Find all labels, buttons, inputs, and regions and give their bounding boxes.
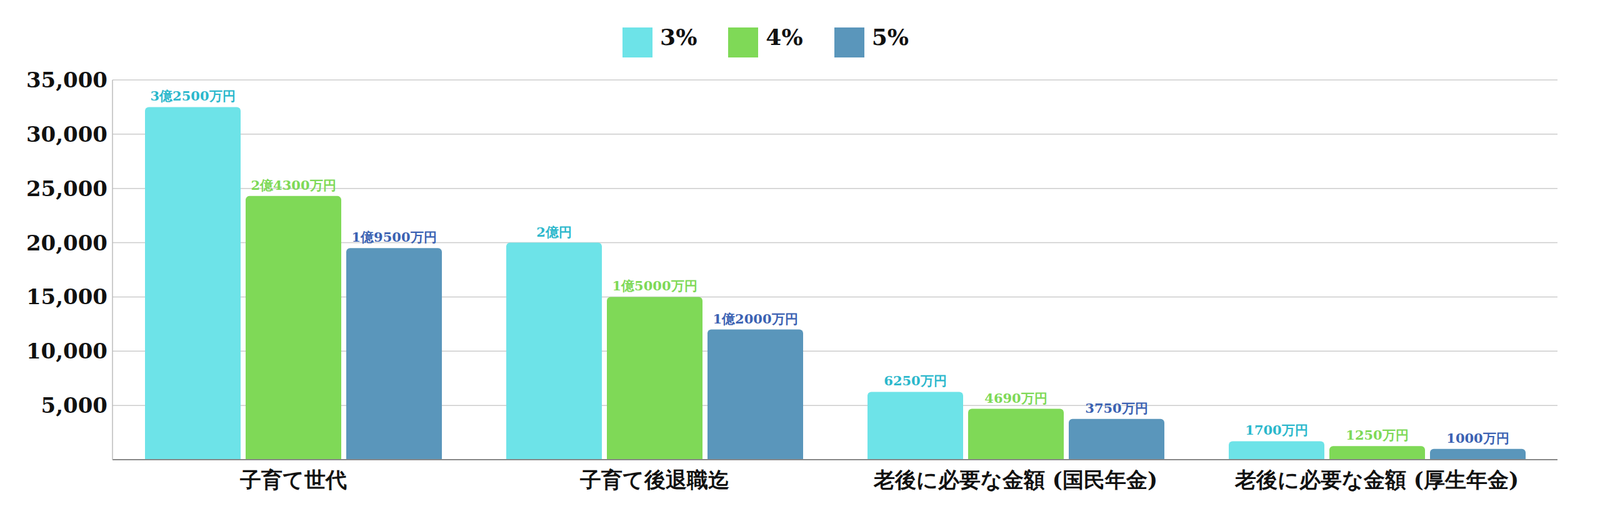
svg-text:1億9500万円: 1億9500万円 bbox=[351, 229, 437, 245]
html-text:5%: 5% bbox=[871, 23, 909, 50]
svg-text:3億2500万円: 3億2500万円 bbox=[150, 88, 235, 104]
svg-text:5,000: 5,000 bbox=[41, 393, 108, 419]
svg-text:30,000: 30,000 bbox=[26, 121, 108, 147]
svg-text:老後に必要な金額 (国民年金): 老後に必要な金額 (国民年金) bbox=[873, 467, 1158, 493]
html-text:3%: 3% bbox=[660, 23, 698, 50]
svg-text:1億2000万円: 1億2000万円 bbox=[712, 311, 798, 327]
svg-text:15,000: 15,000 bbox=[26, 284, 108, 310]
svg-text:35,000: 35,000 bbox=[26, 67, 108, 93]
svg-text:25,000: 25,000 bbox=[26, 176, 108, 202]
svg-text:3750万円: 3750万円 bbox=[1085, 400, 1148, 417]
svg-text:1億5000万円: 1億5000万円 bbox=[611, 278, 697, 294]
svg-text:1250万円: 1250万円 bbox=[1345, 427, 1409, 444]
svg-text:子育て後退職迄: 子育て後退職迄 bbox=[579, 467, 730, 493]
svg-text:子育て世代: 子育て世代 bbox=[239, 467, 347, 493]
svg-text:4690万円: 4690万円 bbox=[984, 390, 1047, 407]
svg-text:老後に必要な金額 (厚生年金): 老後に必要な金額 (厚生年金) bbox=[1234, 467, 1519, 493]
svg-text:2億4300万円: 2億4300万円 bbox=[250, 177, 336, 194]
svg-text:6250万円: 6250万円 bbox=[883, 373, 947, 389]
svg-text:10,000: 10,000 bbox=[26, 338, 108, 364]
html-text:4%: 4% bbox=[765, 23, 803, 50]
svg-text:1000万円: 1000万円 bbox=[1446, 430, 1509, 447]
svg-text:20,000: 20,000 bbox=[26, 230, 108, 256]
svg-text:2億円: 2億円 bbox=[536, 224, 572, 240]
svg-text:1700万円: 1700万円 bbox=[1245, 422, 1308, 439]
